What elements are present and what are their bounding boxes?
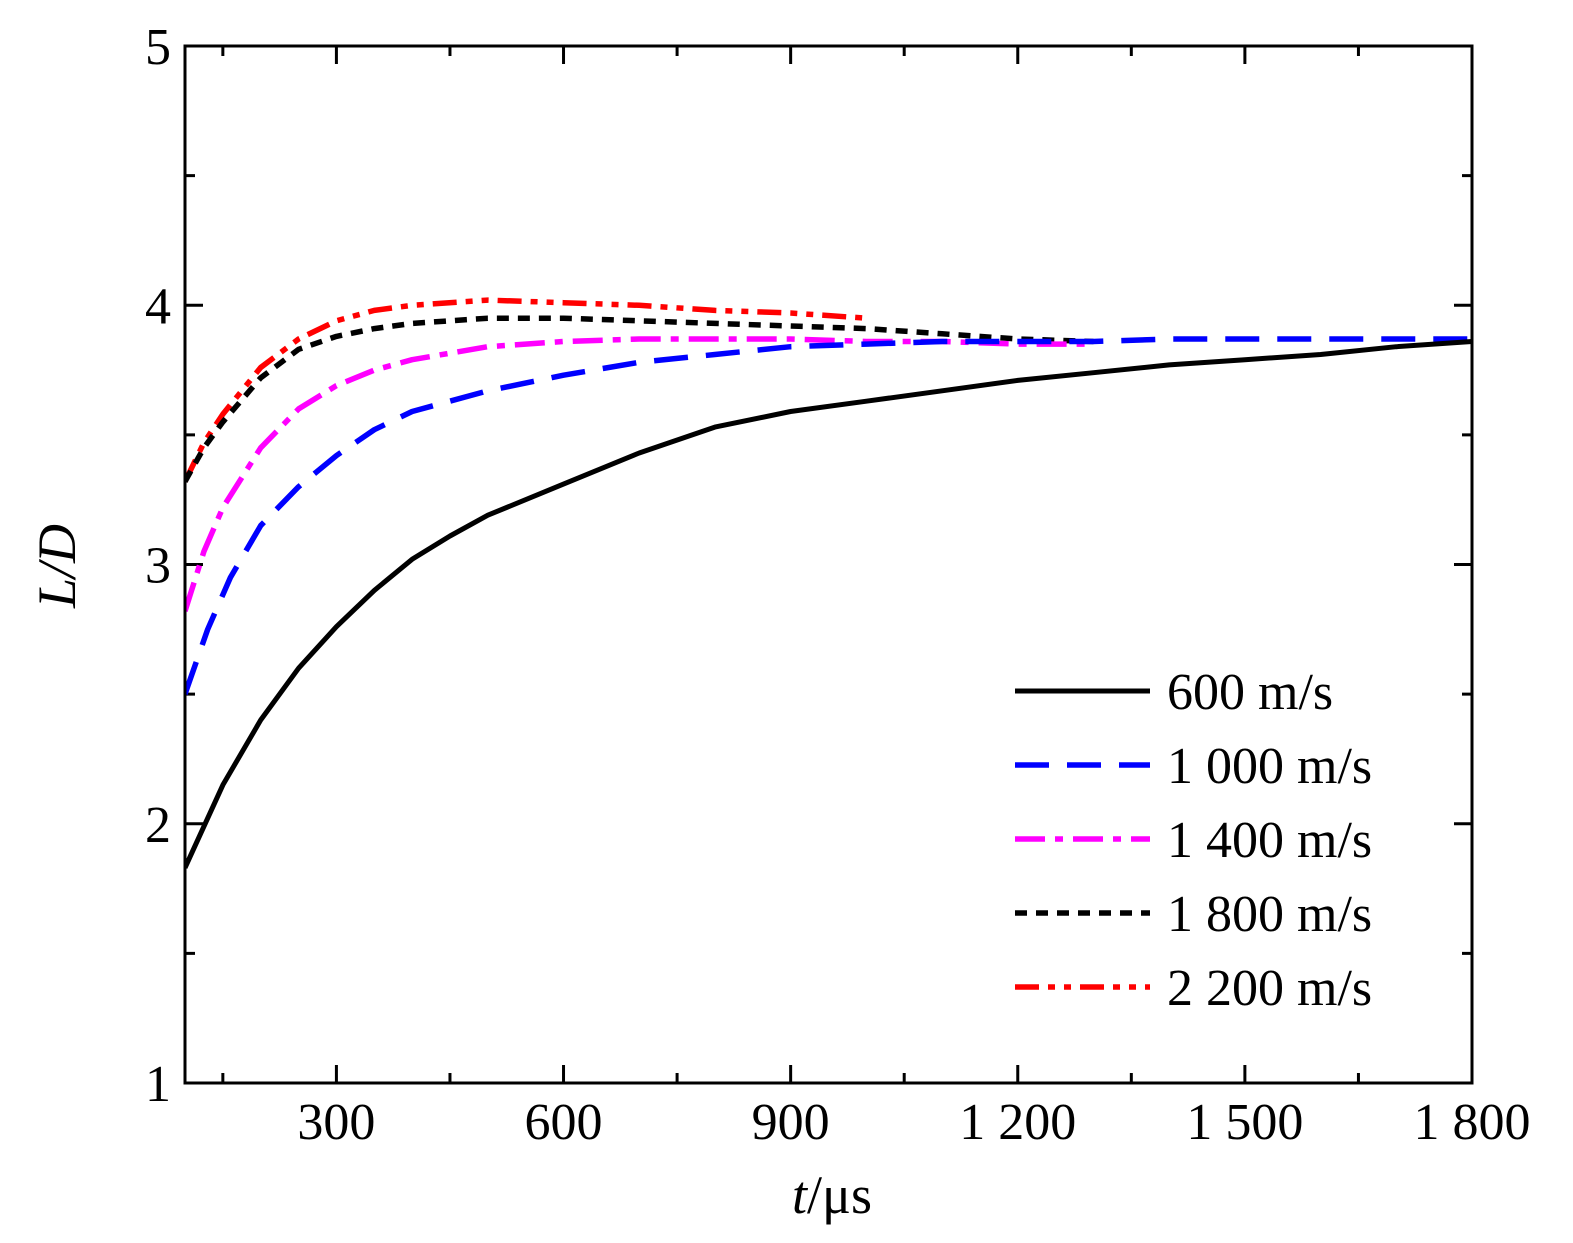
legend-label-4: 2 200 m/s (1167, 960, 1372, 1017)
y-tick-label: 2 (145, 797, 171, 854)
y-tick-label: 4 (145, 278, 171, 335)
x-tick-label: 1 500 (1186, 1094, 1303, 1151)
legend-label-0: 600 m/s (1167, 664, 1333, 721)
y-tick-label: 5 (145, 19, 171, 76)
x-tick-labels: 300 600 900 1 200 1 500 1 800 (297, 1094, 1530, 1151)
y-axis-label: L/D (27, 524, 87, 609)
y-tick-label: 1 (145, 1056, 171, 1113)
series-lines (185, 297, 1472, 869)
legend-label-1: 1 000 m/s (1167, 738, 1372, 795)
x-tick-label: 300 (297, 1094, 375, 1151)
y-tick-labels: 1 2 3 4 5 (145, 19, 171, 1113)
legend: 600 m/s 1 000 m/s 1 400 m/s 1 800 m/s 2 200 … (1015, 664, 1372, 1017)
minor-ticks (185, 46, 1472, 1083)
x-tick-label: 1 800 (1414, 1094, 1531, 1151)
series-line-3 (185, 315, 1094, 483)
x-tick-label: 1 200 (959, 1094, 1076, 1151)
series-line-0 (185, 339, 1472, 869)
plot-frame (183, 44, 1474, 1085)
x-axis-label-unit: /μs (807, 1165, 872, 1225)
x-axis-label-symbol: t (792, 1165, 809, 1225)
x-tick-label: 900 (752, 1094, 830, 1151)
legend-label-3: 1 800 m/s (1167, 886, 1372, 943)
y-tick-label: 3 (145, 538, 171, 595)
series-line-1 (185, 336, 1472, 696)
x-tick-label: 600 (525, 1094, 603, 1151)
series-line-2 (185, 336, 1094, 613)
series-line-4 (185, 297, 867, 483)
legend-label-2: 1 400 m/s (1167, 812, 1372, 869)
x-axis-label: t/μs (792, 1165, 872, 1225)
